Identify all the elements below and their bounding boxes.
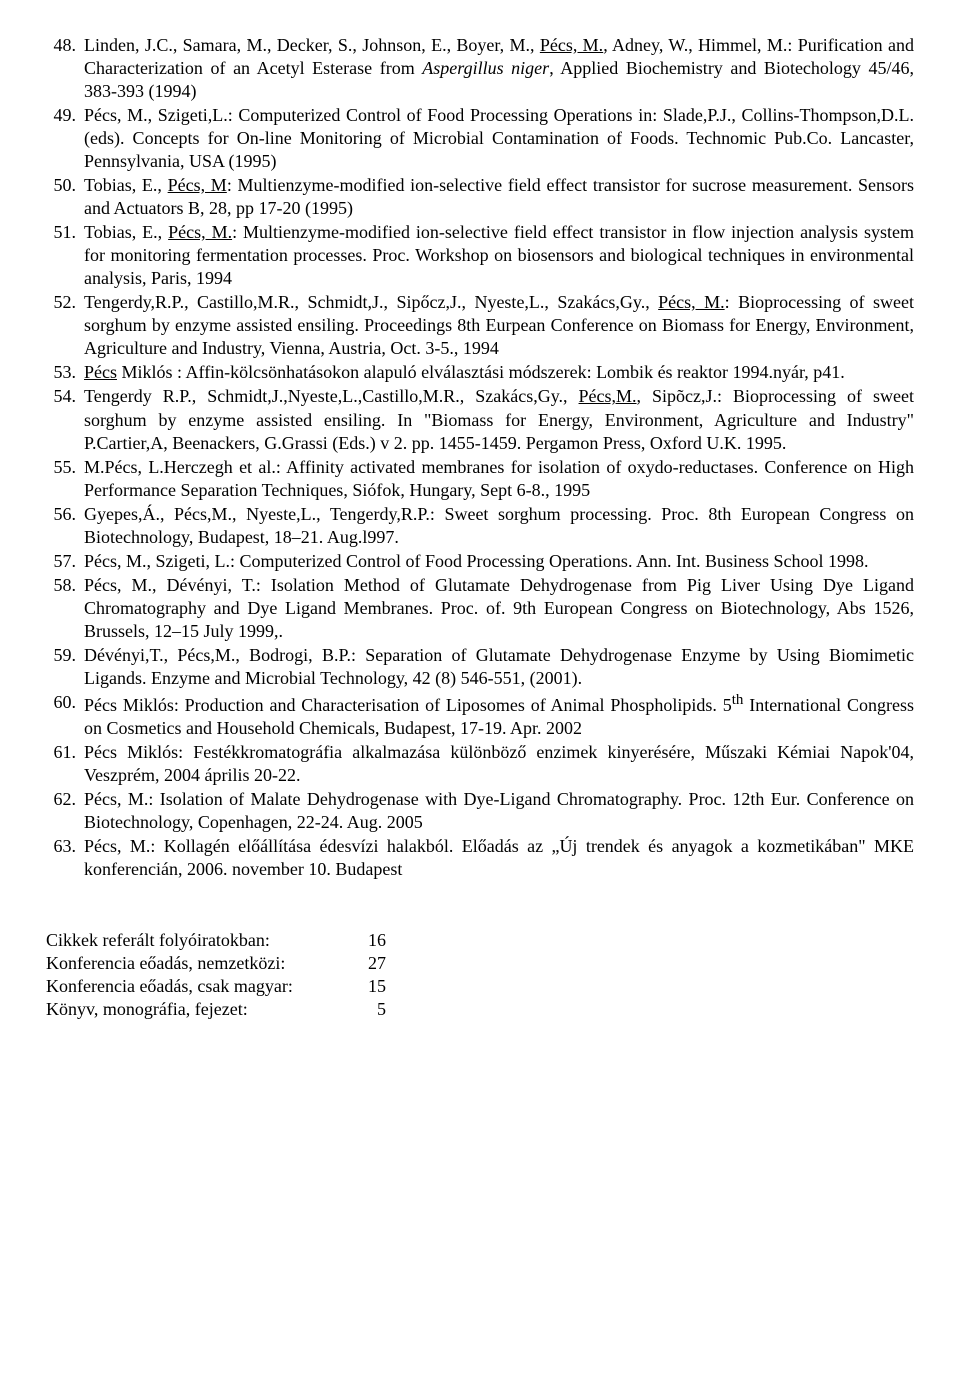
reference-text: Tengerdy,R.P., Castillo,M.R., Schmidt,J.… <box>84 292 914 358</box>
reference-item: 55. M.Pécs, L.Herczegh et al.: Affinity a… <box>46 456 914 502</box>
reference-text: Tobias, E., Pécs, M: Multienzyme-modifie… <box>84 175 914 218</box>
reference-number: 55. <box>46 456 76 479</box>
summary-value: 15 <box>346 975 386 998</box>
reference-number: 50. <box>46 174 76 197</box>
reference-number: 59. <box>46 644 76 667</box>
reference-text: Pécs Miklós: Production and Characterisa… <box>84 695 914 738</box>
reference-text: M.Pécs, L.Herczegh et al.: Affinity acti… <box>84 457 914 500</box>
summary-row: Cikkek referált folyóiratokban:16 <box>46 929 914 952</box>
reference-text: Pécs Miklós : Affin-kölcsönhatásokon ala… <box>84 362 845 382</box>
reference-item: 57. Pécs, M., Szigeti, L.: Computerized C… <box>46 550 914 573</box>
reference-item: 49. Pécs, M., Szigeti,L.: Computerized Co… <box>46 104 914 173</box>
reference-number: 60. <box>46 691 76 714</box>
reference-text: Tobias, E., Pécs, M.: Multienzyme-modifi… <box>84 222 914 288</box>
summary-value: 5 <box>346 998 386 1021</box>
summary-row: Könyv, monográfia, fejezet:5 <box>46 998 914 1021</box>
reference-item: 61. Pécs Miklós: Festékkromatográfia alka… <box>46 741 914 787</box>
reference-text: Gyepes,Á., Pécs,M., Nyeste,L., Tengerdy,… <box>84 504 914 547</box>
summary-value: 27 <box>346 952 386 975</box>
summary-value: 16 <box>346 929 386 952</box>
reference-number: 54. <box>46 385 76 408</box>
reference-item: 60. Pécs Miklós: Production and Character… <box>46 691 914 740</box>
reference-text: Linden, J.C., Samara, M., Decker, S., Jo… <box>84 35 914 101</box>
reference-number: 57. <box>46 550 76 573</box>
summary-label: Konferencia eőadás, nemzetközi: <box>46 952 346 975</box>
summary-table: Cikkek referált folyóiratokban:16Konfere… <box>46 929 914 1021</box>
reference-text: Pécs, M.: Kollagén előállítása édesvízi … <box>84 836 914 879</box>
reference-item: 52. Tengerdy,R.P., Castillo,M.R., Schmidt… <box>46 291 914 360</box>
reference-number: 58. <box>46 574 76 597</box>
reference-text: Pécs, M., Szigeti, L.: Computerized Cont… <box>84 551 868 571</box>
reference-number: 52. <box>46 291 76 314</box>
reference-number: 49. <box>46 104 76 127</box>
reference-number: 62. <box>46 788 76 811</box>
summary-label: Konferencia eőadás, csak magyar: <box>46 975 346 998</box>
summary-row: Konferencia eőadás, nemzetközi:27 <box>46 952 914 975</box>
reference-number: 56. <box>46 503 76 526</box>
reference-number: 51. <box>46 221 76 244</box>
reference-item: 56. Gyepes,Á., Pécs,M., Nyeste,L., Tenger… <box>46 503 914 549</box>
reference-list: 48. Linden, J.C., Samara, M., Decker, S.,… <box>46 34 914 881</box>
reference-item: 50. Tobias, E., Pécs, M: Multienzyme-modi… <box>46 174 914 220</box>
reference-text: Pécs, M.: Isolation of Malate Dehydrogen… <box>84 789 914 832</box>
reference-item: 63. Pécs, M.: Kollagén előállítása édesví… <box>46 835 914 881</box>
reference-text: Pécs Miklós: Festékkromatográfia alkalma… <box>84 742 914 785</box>
reference-item: 59. Dévényi,T., Pécs,M., Bodrogi, B.P.: S… <box>46 644 914 690</box>
reference-number: 63. <box>46 835 76 858</box>
reference-item: 51. Tobias, E., Pécs, M.: Multienzyme-mod… <box>46 221 914 290</box>
reference-text: Pécs, M., Dévényi, T.: Isolation Method … <box>84 575 914 641</box>
reference-item: 54. Tengerdy R.P., Schmidt,J.,Nyeste,L.,C… <box>46 385 914 454</box>
reference-text: Pécs, M., Szigeti,L.: Computerized Contr… <box>84 105 914 171</box>
reference-number: 61. <box>46 741 76 764</box>
summary-label: Könyv, monográfia, fejezet: <box>46 998 346 1021</box>
reference-item: 53. Pécs Miklós : Affin-kölcsönhatásokon … <box>46 361 914 384</box>
reference-item: 58. Pécs, M., Dévényi, T.: Isolation Meth… <box>46 574 914 643</box>
reference-item: 62. Pécs, M.: Isolation of Malate Dehydro… <box>46 788 914 834</box>
reference-number: 48. <box>46 34 76 57</box>
reference-text: Tengerdy R.P., Schmidt,J.,Nyeste,L.,Cast… <box>84 386 914 452</box>
reference-number: 53. <box>46 361 76 384</box>
summary-label: Cikkek referált folyóiratokban: <box>46 929 346 952</box>
reference-item: 48. Linden, J.C., Samara, M., Decker, S.,… <box>46 34 914 103</box>
reference-text: Dévényi,T., Pécs,M., Bodrogi, B.P.: Sepa… <box>84 645 914 688</box>
summary-row: Konferencia eőadás, csak magyar:15 <box>46 975 914 998</box>
